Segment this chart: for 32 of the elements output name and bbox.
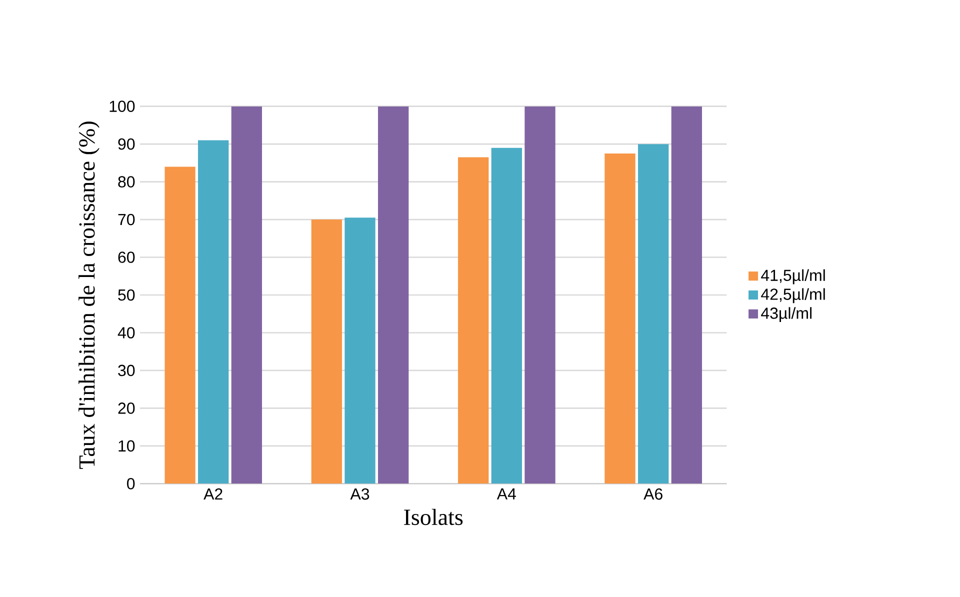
y-tick-label: 90 xyxy=(118,138,135,150)
x-tick-label: A6 xyxy=(644,488,662,500)
legend-label: 41,5µl/ml xyxy=(761,269,825,284)
bar xyxy=(311,220,342,484)
bar xyxy=(458,157,489,484)
x-tick-label: A3 xyxy=(350,488,370,500)
y-axis-title: Taux d'inhibition de la croissance (%) xyxy=(78,122,100,469)
y-tick-label: 30 xyxy=(118,364,135,376)
x-tick-label: A4 xyxy=(496,488,516,500)
bar xyxy=(524,106,556,484)
bar xyxy=(164,166,196,484)
y-tick-label: 100 xyxy=(110,100,135,112)
y-tick-label: 70 xyxy=(118,214,135,226)
bar xyxy=(198,140,229,484)
bar xyxy=(491,148,522,484)
y-tick-label: 60 xyxy=(118,252,135,263)
bar xyxy=(671,106,702,484)
y-tick-label: 0 xyxy=(127,478,135,490)
bar xyxy=(378,106,409,484)
bar xyxy=(231,106,262,484)
x-tick-label: A2 xyxy=(204,488,222,500)
y-tick-label: 40 xyxy=(118,327,135,338)
bar xyxy=(638,144,669,484)
legend-label: 43µl/ml xyxy=(761,307,812,322)
y-tick-label: 80 xyxy=(118,176,135,188)
bar xyxy=(344,218,376,484)
y-tick-label: 20 xyxy=(118,402,135,414)
y-tick-label: 50 xyxy=(118,289,135,301)
x-axis-title: Isolats xyxy=(404,508,463,526)
y-tick-label: 10 xyxy=(118,440,135,452)
bar xyxy=(604,154,636,484)
legend-label: 42,5µl/ml xyxy=(761,288,825,304)
